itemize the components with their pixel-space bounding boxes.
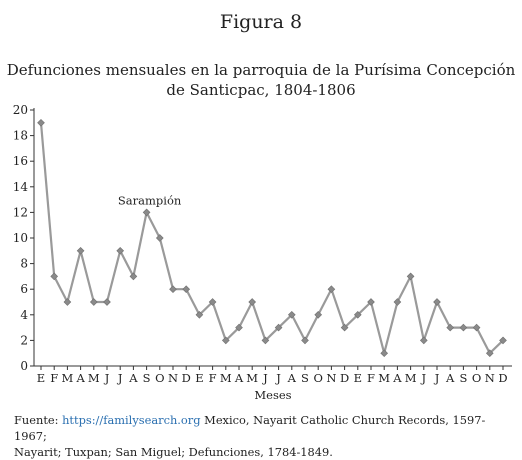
data-point bbox=[327, 285, 336, 294]
data-point bbox=[195, 310, 204, 319]
x-tick-label: J bbox=[262, 371, 268, 385]
data-point bbox=[142, 208, 151, 217]
x-tick-label: S bbox=[459, 371, 467, 385]
data-point bbox=[287, 310, 296, 319]
data-point bbox=[116, 246, 125, 255]
x-tick-label: O bbox=[472, 371, 481, 385]
y-tick-label: 6 bbox=[20, 282, 28, 296]
x-tick-label: J bbox=[117, 371, 123, 385]
data-point bbox=[155, 234, 164, 242]
chart-title-line1: Defunciones mensuales en la parroquia de… bbox=[6, 61, 516, 79]
data-point bbox=[301, 336, 309, 345]
y-tick-label: 8 bbox=[20, 257, 28, 271]
x-tick-label: S bbox=[143, 371, 151, 385]
x-tick-label: M bbox=[405, 371, 417, 385]
chart-title-line2: de Santicpac, 1804-1806 bbox=[166, 81, 356, 99]
x-tick-label: N bbox=[485, 371, 495, 385]
y-tick-label: 12 bbox=[13, 205, 28, 219]
x-tick-label: E bbox=[37, 371, 45, 385]
data-point bbox=[353, 310, 362, 319]
data-point bbox=[419, 336, 428, 345]
y-tick-label: 2 bbox=[20, 333, 28, 347]
source-note: Fuente: https://familysearch.org Mexico,… bbox=[14, 412, 514, 460]
x-tick-label: E bbox=[354, 371, 362, 385]
chart-title: Defunciones mensuales en la parroquia de… bbox=[0, 60, 522, 100]
x-tick-label: A bbox=[75, 371, 85, 385]
y-tick-label: 14 bbox=[13, 180, 29, 194]
data-point bbox=[235, 323, 243, 332]
x-tick-label: M bbox=[220, 371, 232, 385]
data-point bbox=[221, 336, 230, 345]
data-point bbox=[103, 298, 111, 306]
data-point bbox=[314, 310, 323, 319]
data-point bbox=[274, 323, 283, 332]
source-line1-rest: Mexico, Nayarit Catholic Church Records,… bbox=[14, 413, 486, 443]
x-tick-label: N bbox=[326, 371, 336, 385]
x-tick-label: D bbox=[182, 371, 191, 385]
x-tick-label: D bbox=[498, 371, 507, 385]
x-tick-label: J bbox=[275, 371, 281, 385]
x-tick-label: A bbox=[128, 371, 138, 385]
data-point bbox=[89, 298, 98, 306]
x-tick-label: M bbox=[378, 371, 390, 385]
x-tick-label: A bbox=[445, 371, 455, 385]
data-point bbox=[182, 285, 191, 294]
series-line bbox=[39, 122, 504, 355]
y-tick-label: 4 bbox=[20, 308, 28, 322]
x-tick-label: M bbox=[88, 371, 100, 385]
x-tick-label: S bbox=[301, 371, 309, 385]
x-tick-label: O bbox=[155, 371, 164, 385]
x-tick-label: F bbox=[50, 371, 58, 385]
x-tick-label: O bbox=[313, 371, 322, 385]
x-axis-label: Meses bbox=[254, 388, 291, 402]
data-point bbox=[367, 298, 375, 306]
y-tick-label: 0 bbox=[20, 359, 28, 373]
x-tick-label: M bbox=[62, 371, 74, 385]
x-tick-label: A bbox=[287, 371, 297, 385]
data-point bbox=[37, 118, 45, 127]
data-point bbox=[63, 298, 72, 306]
y-tick-label: 20 bbox=[13, 103, 28, 117]
data-point bbox=[472, 323, 481, 332]
x-tick-label: E bbox=[195, 371, 203, 385]
data-point bbox=[261, 336, 270, 345]
source-line1: Fuente: https://familysearch.org Mexico,… bbox=[14, 412, 514, 444]
x-tick-label: F bbox=[209, 371, 217, 385]
data-point bbox=[129, 272, 138, 281]
x-tick-label: J bbox=[420, 371, 426, 385]
x-tick-label: J bbox=[434, 371, 440, 385]
data-point bbox=[208, 298, 217, 306]
figure-label: Figura 8 bbox=[219, 11, 303, 33]
data-point bbox=[393, 298, 402, 306]
x-tick-label: F bbox=[367, 371, 375, 385]
x-tick-label: M bbox=[246, 371, 258, 385]
data-point bbox=[169, 285, 177, 294]
data-point bbox=[446, 323, 455, 332]
data-point bbox=[433, 298, 441, 306]
data-point bbox=[76, 246, 85, 255]
data-point bbox=[485, 349, 494, 358]
x-tick-label: J bbox=[104, 371, 110, 385]
data-point bbox=[50, 272, 59, 281]
data-point bbox=[499, 336, 507, 345]
y-tick-label: 16 bbox=[13, 154, 28, 168]
source-prefix: Fuente: bbox=[14, 413, 63, 427]
x-tick-label: D bbox=[340, 371, 349, 385]
y-tick-label: 18 bbox=[13, 129, 28, 143]
y-tick-label: 10 bbox=[13, 231, 28, 245]
data-point bbox=[406, 272, 415, 281]
x-tick-label: N bbox=[168, 371, 178, 385]
x-tick-label: A bbox=[234, 371, 244, 385]
annotation-label: Sarampión bbox=[118, 193, 182, 207]
data-point bbox=[380, 349, 389, 358]
x-tick-label: A bbox=[392, 371, 402, 385]
data-point bbox=[248, 298, 257, 306]
data-point bbox=[340, 323, 349, 332]
source-link[interactable]: https://familysearch.org bbox=[62, 413, 201, 427]
source-line2: Nayarit; Tuxpan; San Miguel; Defunciones… bbox=[14, 445, 333, 459]
data-point bbox=[459, 323, 468, 332]
